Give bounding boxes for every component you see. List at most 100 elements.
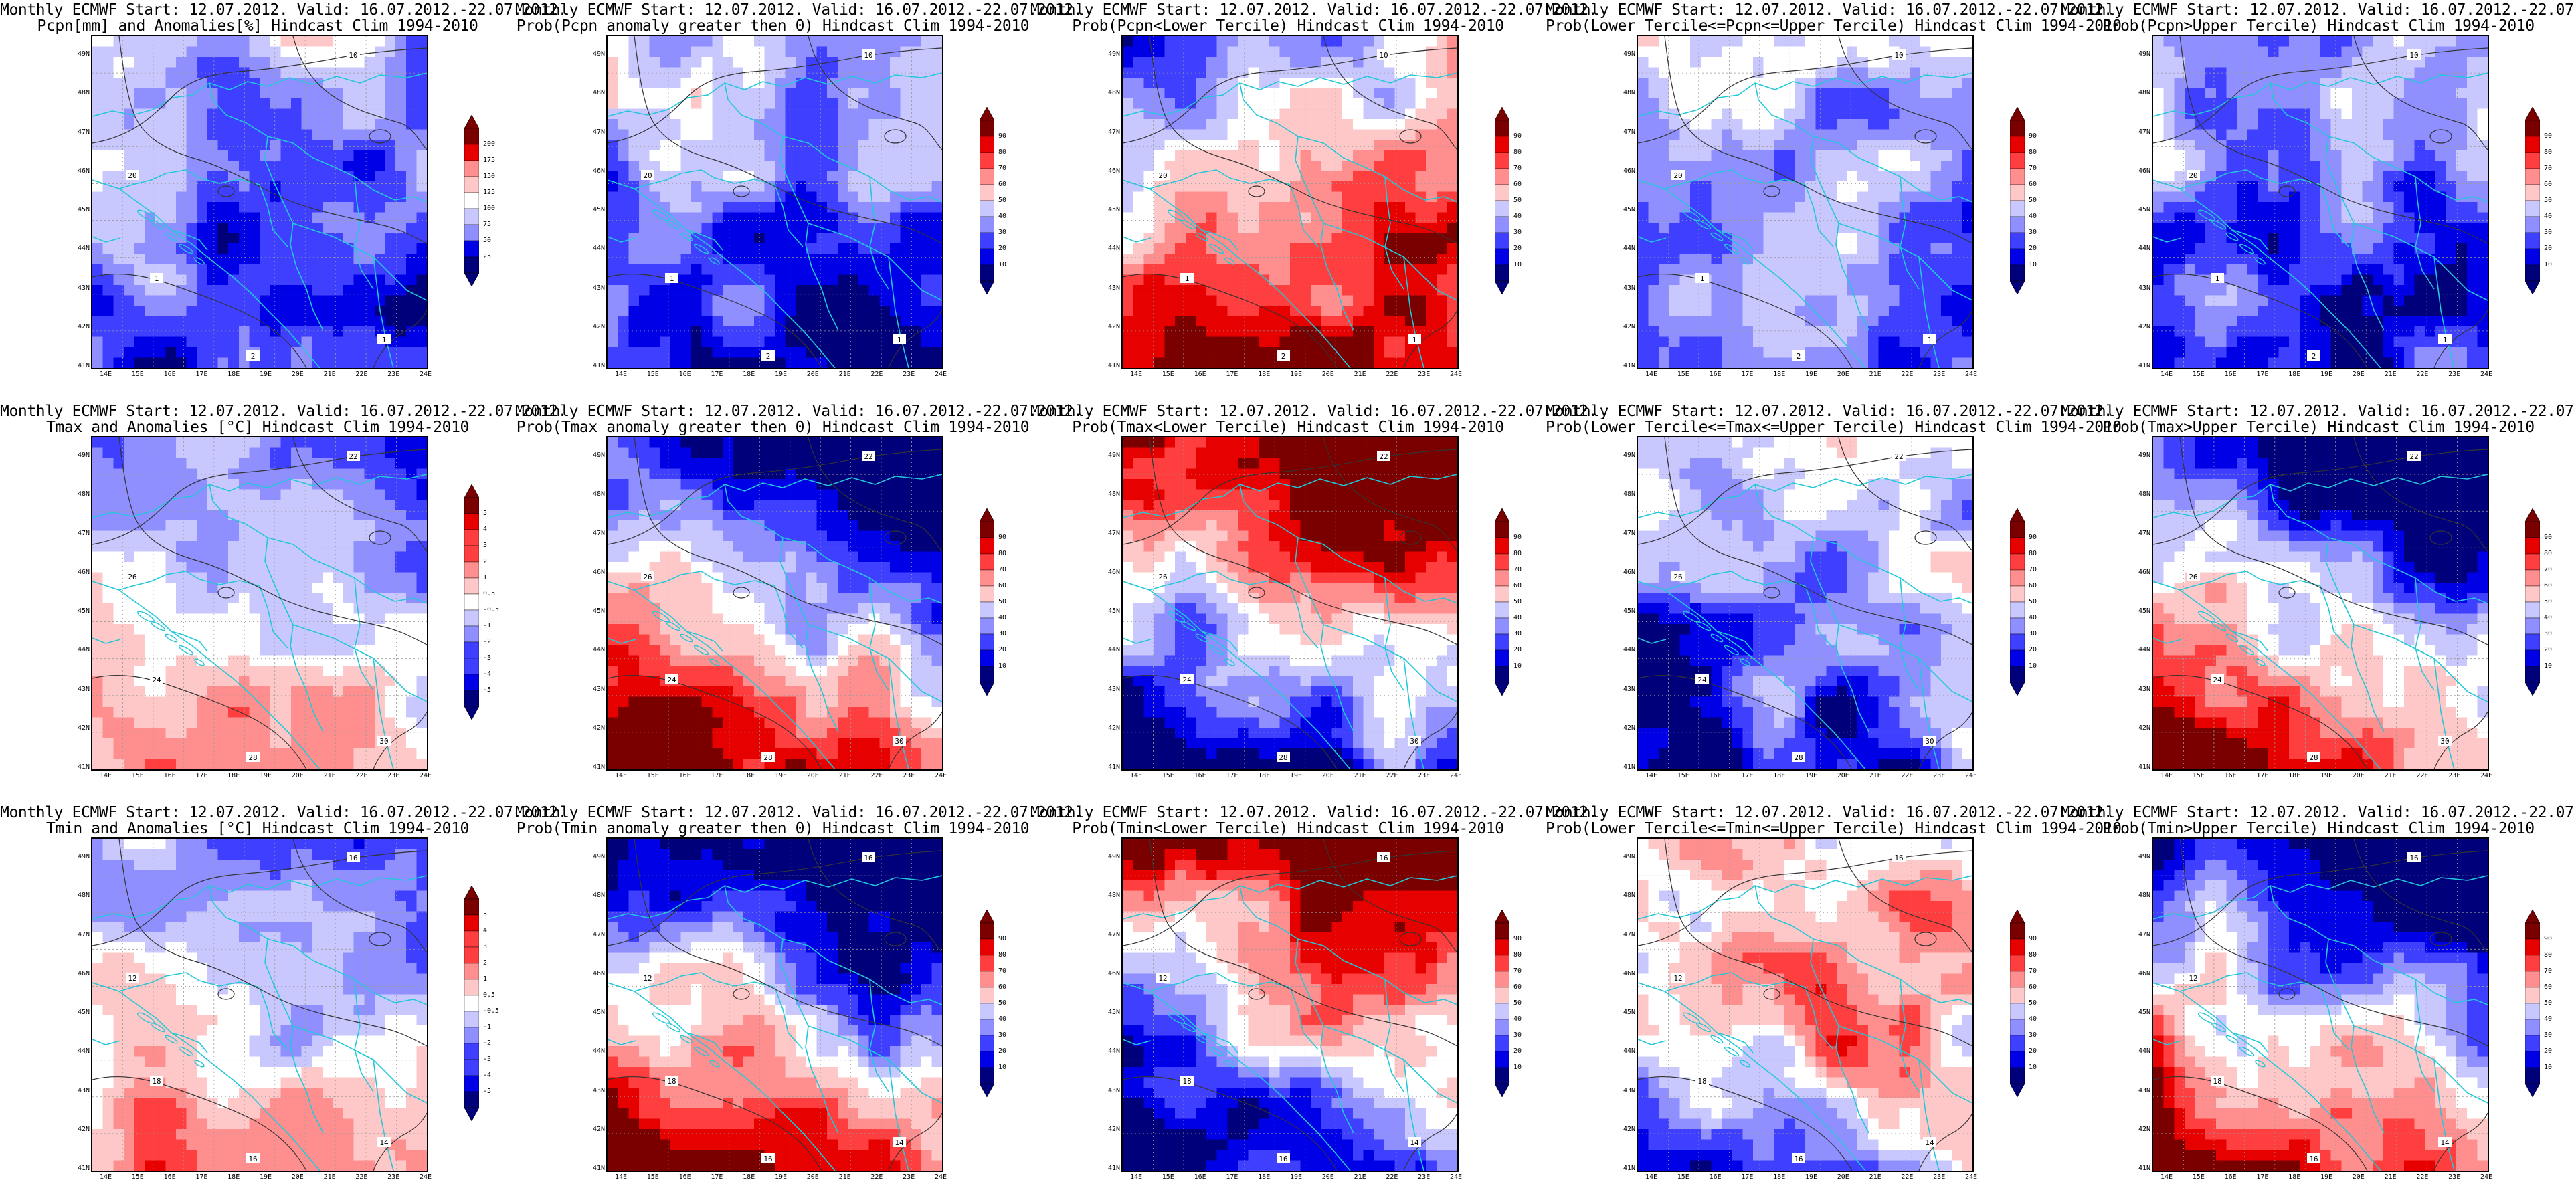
lat-tick-label: 46N: [77, 969, 90, 977]
map-field-svg: 22 26 24 30 28: [1638, 437, 1972, 769]
lon-tick-label: 18E: [1773, 772, 1786, 779]
color-bar-tick-label: 60: [998, 983, 1007, 991]
color-bar-tick-label: 200: [483, 140, 496, 148]
map-panel: Monthly ECMWF Start: 12.07.2012. Valid: …: [1546, 401, 2122, 803]
lon-tick-label: 19E: [1805, 1173, 1818, 1181]
color-bar-tick-label: 3: [483, 542, 488, 549]
lat-tick-label: 47N: [1107, 529, 1120, 537]
lat-tick-label: 47N: [1107, 930, 1120, 938]
map-panel: Monthly ECMWF Start: 12.07.2012. Valid: …: [0, 803, 567, 1204]
color-bar-tick-label: 60: [998, 582, 1007, 589]
map-area: 10 20 1 1 2: [2152, 35, 2489, 369]
panel-title-line2: Pcpn[mm] and Anomalies[%] Hindcast Clim …: [37, 17, 478, 35]
lon-tick-label: 17E: [711, 1173, 723, 1181]
lon-tick-label: 19E: [259, 1173, 272, 1181]
lat-tick-label: 47N: [2138, 128, 2150, 136]
lat-tick-label: 43N: [592, 1086, 605, 1094]
shaded-field: [1638, 839, 1972, 1171]
color-bar-tick-label: 70: [2544, 566, 2553, 573]
lat-tick-label: 46N: [77, 167, 90, 175]
lat-tick-label: 45N: [592, 1009, 605, 1016]
color-bar-tick-label: 60: [2029, 983, 2037, 991]
lat-tick-label: 47N: [1623, 128, 1635, 136]
isoline-label: 30: [1925, 737, 1934, 746]
map-field-svg: 16 12 18 14 16: [608, 839, 942, 1171]
panel-title-line2: Prob(Tmin<Lower Tercile) Hindcast Clim 1…: [1072, 820, 1504, 837]
lon-tick-label: 15E: [131, 1173, 144, 1181]
lon-tick-label: 17E: [2256, 1173, 2269, 1181]
color-bar-tick-label: 2: [483, 558, 488, 565]
isoline-label: 20: [2189, 171, 2197, 180]
color-bar-tick-label: 150: [483, 173, 496, 180]
lon-tick-label: 21E: [838, 1173, 851, 1181]
graticule: [1638, 36, 1972, 368]
lon-tick-label: 15E: [131, 371, 144, 378]
color-bar-tick-label: 70: [2029, 165, 2037, 172]
color-bar-tick-label: 80: [2544, 550, 2553, 557]
lat-tick-label: 43N: [2138, 284, 2150, 292]
isoline-label: 16: [1794, 1155, 1803, 1163]
color-bar-svg: [2524, 909, 2541, 1098]
color-bar-tick-label: 50: [2544, 598, 2553, 605]
isoline-label: 10: [864, 51, 872, 60]
isolines: [608, 437, 942, 769]
color-bar-tick-label: 90: [1513, 132, 1522, 140]
lat-tick-label: 42N: [592, 322, 605, 330]
lat-tick-label: 46N: [2138, 568, 2150, 576]
lon-tick-label: 16E: [1194, 1173, 1206, 1181]
lat-tick-label: 45N: [1107, 607, 1120, 615]
lat-tick-label: 44N: [592, 1047, 605, 1056]
lon-tick-label: 14E: [1645, 1173, 1658, 1181]
lat-tick-label: 43N: [1623, 1086, 1635, 1094]
graticule: [92, 437, 427, 769]
color-bar-tick-label: 30: [998, 1031, 1007, 1039]
lon-tick-label: 17E: [711, 371, 723, 378]
lat-tick-label: 49N: [1107, 50, 1120, 58]
lat-tick-label: 41N: [77, 362, 90, 369]
lat-tick-label: 47N: [1107, 128, 1120, 136]
lon-tick-label: 15E: [646, 371, 659, 378]
graticule: [1123, 839, 1457, 1171]
lon-tick-label: 23E: [2448, 1173, 2461, 1181]
isoline-label: 12: [2189, 974, 2197, 983]
coastal-islands: [137, 209, 205, 265]
lon-tick-label: 24E: [419, 371, 432, 378]
lon-tick-label: 15E: [1162, 772, 1174, 779]
isoline-label: 26: [643, 573, 652, 581]
shaded-field: [2153, 839, 2488, 1171]
lat-tick-label: 43N: [1623, 685, 1635, 693]
lat-tick-label: 48N: [2138, 892, 2150, 900]
map-panel: Monthly ECMWF Start: 12.07.2012. Valid: …: [2061, 401, 2576, 803]
country-borders: [1638, 875, 1972, 1171]
lat-tick-label: 42N: [1107, 724, 1120, 732]
lon-tick-label: 23E: [1933, 371, 1946, 378]
lon-tick-label: 17E: [2256, 371, 2269, 378]
lon-tick-label: 17E: [1226, 371, 1238, 378]
lat-tick-label: 41N: [1107, 763, 1120, 771]
lon-tick-label: 20E: [1321, 1173, 1334, 1181]
graticule: [608, 437, 942, 769]
color-bar-tick-label: 75: [483, 221, 492, 228]
lon-tick-label: 22E: [1386, 371, 1398, 378]
lat-tick-label: 47N: [1623, 930, 1635, 938]
shaded-field: [92, 36, 427, 368]
lon-tick-label: 19E: [774, 772, 788, 779]
lat-tick-label: 44N: [2138, 245, 2150, 253]
color-bar-tick-label: 40: [998, 213, 1007, 220]
lat-tick-label: 44N: [77, 1047, 90, 1056]
lat-tick-label: 49N: [592, 452, 605, 459]
map-area: 22 26 24 30 28: [1121, 436, 1459, 771]
color-bar-tick-label: 1: [483, 574, 488, 581]
lat-tick-label: 44N: [2138, 1047, 2150, 1056]
isoline-label: 26: [2189, 573, 2197, 581]
coastal-islands: [652, 209, 720, 265]
color-bar: [2009, 909, 2025, 1098]
lat-tick-label: 42N: [1107, 322, 1120, 330]
isoline-label: 1: [382, 336, 387, 344]
color-bar-svg: [2009, 508, 2025, 696]
lat-tick-label: 47N: [2138, 930, 2150, 938]
color-bar: [1494, 508, 1510, 696]
lat-tick-label: 44N: [1107, 1047, 1120, 1056]
shaded-field: [92, 839, 427, 1171]
